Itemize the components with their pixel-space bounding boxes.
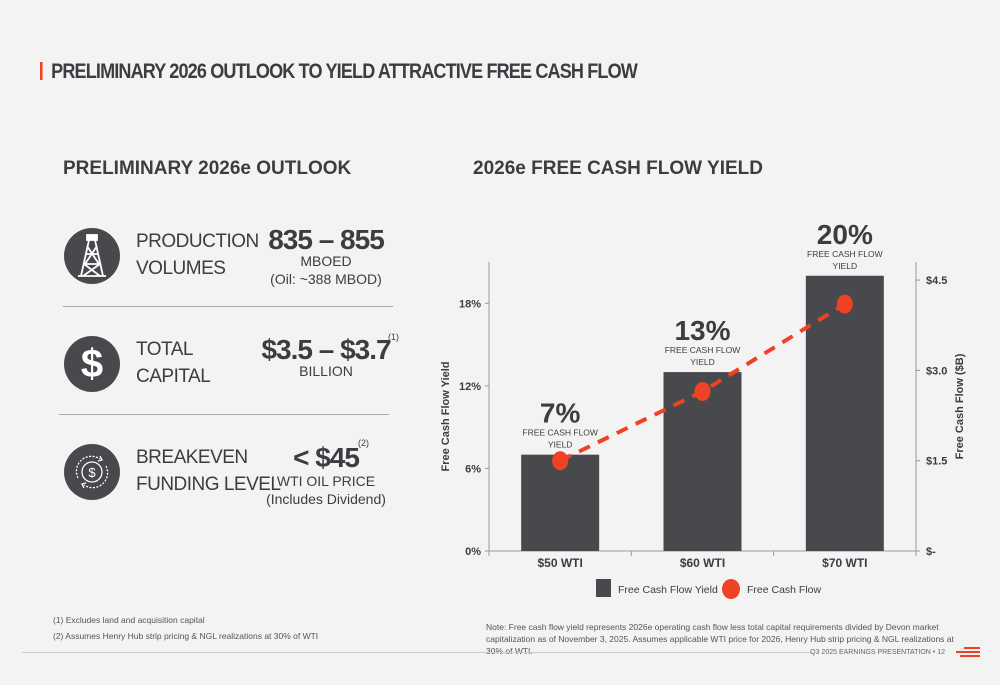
y-tick-label: 0% — [465, 546, 481, 558]
unit: MBOED — [300, 253, 352, 269]
divider — [63, 306, 393, 307]
production-value: 835 – 855 MBOED (Oil: ~388 MBOD) — [256, 224, 396, 288]
footnote-ref: (1) — [388, 332, 399, 342]
label-line: TOTAL — [136, 339, 193, 360]
divider — [59, 414, 389, 415]
fcf-point — [552, 451, 569, 471]
data-label-caption: FREE CASH FLOW — [807, 249, 883, 259]
data-label-caption: YIELD — [548, 440, 573, 450]
legend-swatch-bar — [596, 579, 611, 597]
footnote-1: (1) Excludes land and acquisition capita… — [53, 615, 205, 625]
y2-axis-label: Free Cash Flow ($B) — [954, 353, 966, 459]
footer-text: Q3 2025 EARNINGS PRESENTATION • 12 — [810, 649, 945, 656]
bar — [521, 454, 600, 551]
label-line: FUNDING LEVEL — [136, 474, 281, 495]
legend-label: Free Cash Flow — [747, 584, 822, 596]
bar — [805, 275, 884, 551]
y2-tick-label: $3.0 — [926, 365, 947, 377]
x-tick-label: $50 WTI — [537, 556, 582, 570]
legend-swatch-dot — [722, 579, 740, 599]
chart-note: Note: Free cash flow yield represents 20… — [486, 622, 954, 656]
x-tick-label: $70 WTI — [822, 556, 867, 570]
dollar-cycle-icon: $ — [64, 444, 120, 500]
data-label: 20% — [817, 219, 873, 250]
label-line: CAPITAL — [136, 366, 211, 387]
right-heading: 2026e FREE CASH FLOW YIELD — [473, 158, 763, 179]
footnote-ref: (2) — [358, 438, 369, 448]
y2-tick-label: $4.5 — [926, 275, 947, 287]
dollar-icon: $ — [64, 336, 120, 392]
x-tick-label: $60 WTI — [680, 556, 725, 570]
fcf-point — [694, 381, 711, 401]
capital-value: $3.5 – $3.7 BILLION — [256, 334, 396, 380]
unit: WTI OIL PRICE — [276, 473, 376, 489]
fcf-point — [836, 294, 853, 314]
capital-label: TOTAL CAPITAL — [136, 336, 211, 390]
label-line: VOLUMES — [136, 258, 226, 279]
company-logo — [956, 647, 980, 657]
data-label-caption: FREE CASH FLOW — [522, 428, 598, 438]
unit: BILLION — [299, 363, 353, 379]
y2-tick-label: $1.5 — [926, 456, 947, 468]
footer-line — [22, 652, 812, 653]
oil-rig-icon — [64, 228, 120, 284]
data-label-caption: YIELD — [833, 261, 858, 271]
page-title: PRELIMINARY 2026 OUTLOOK TO YIELD ATTRAC… — [40, 60, 638, 84]
data-label: 7% — [540, 398, 581, 429]
value: < $45 — [293, 442, 360, 473]
breakeven-label: BREAKEVEN FUNDING LEVEL — [136, 444, 281, 498]
detail: (Includes Dividend) — [266, 491, 386, 507]
svg-text:$: $ — [88, 465, 96, 480]
detail: (Oil: ~388 MBOD) — [270, 271, 382, 287]
label-line: BREAKEVEN — [136, 447, 248, 468]
value: 835 – 855 — [268, 224, 385, 255]
data-label: 13% — [674, 315, 730, 346]
y-tick-label: 6% — [465, 463, 481, 475]
footnote-2: (2) Assumes Henry Hub strip pricing & NG… — [53, 631, 319, 641]
y-tick-label: 18% — [459, 298, 481, 310]
legend-label: Free Cash Flow Yield — [618, 584, 718, 596]
y-axis-label: Free Cash Flow Yield — [440, 361, 452, 471]
left-heading: PRELIMINARY 2026e OUTLOOK — [63, 158, 352, 179]
data-label-caption: FREE CASH FLOW — [665, 345, 741, 355]
accent-bar — [40, 62, 43, 80]
y-tick-label: 12% — [459, 381, 481, 393]
label-line: PRODUCTION — [136, 231, 259, 252]
title-text: PRELIMINARY 2026 OUTLOOK TO YIELD ATTRAC… — [51, 60, 638, 83]
y2-tick-label: $- — [926, 546, 936, 558]
data-label-caption: YIELD — [690, 357, 715, 367]
value: $3.5 – $3.7 — [261, 334, 391, 365]
breakeven-value: < $45 WTI OIL PRICE (Includes Dividend) — [256, 442, 396, 508]
production-label: PRODUCTION VOLUMES — [136, 228, 259, 282]
